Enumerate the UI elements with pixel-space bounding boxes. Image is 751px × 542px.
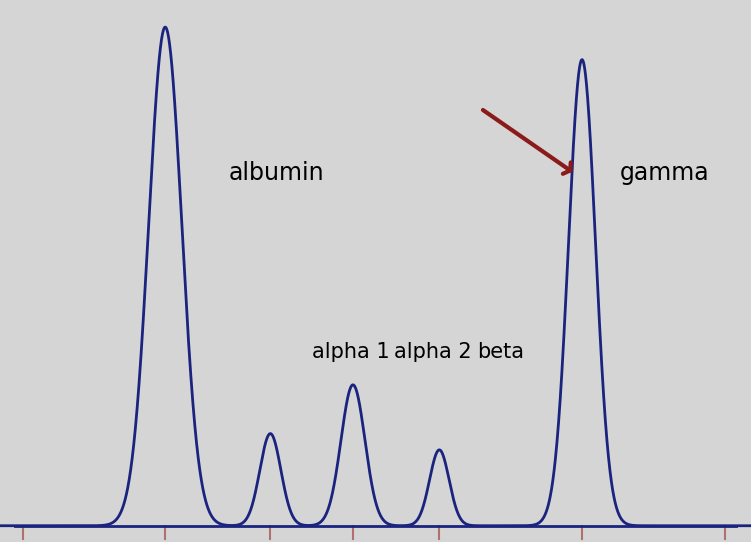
Text: alpha 1: alpha 1: [312, 343, 389, 362]
Text: albumin: albumin: [229, 162, 324, 185]
Text: alpha 2: alpha 2: [394, 343, 472, 362]
Text: beta: beta: [477, 343, 524, 362]
Text: gamma: gamma: [620, 162, 709, 185]
